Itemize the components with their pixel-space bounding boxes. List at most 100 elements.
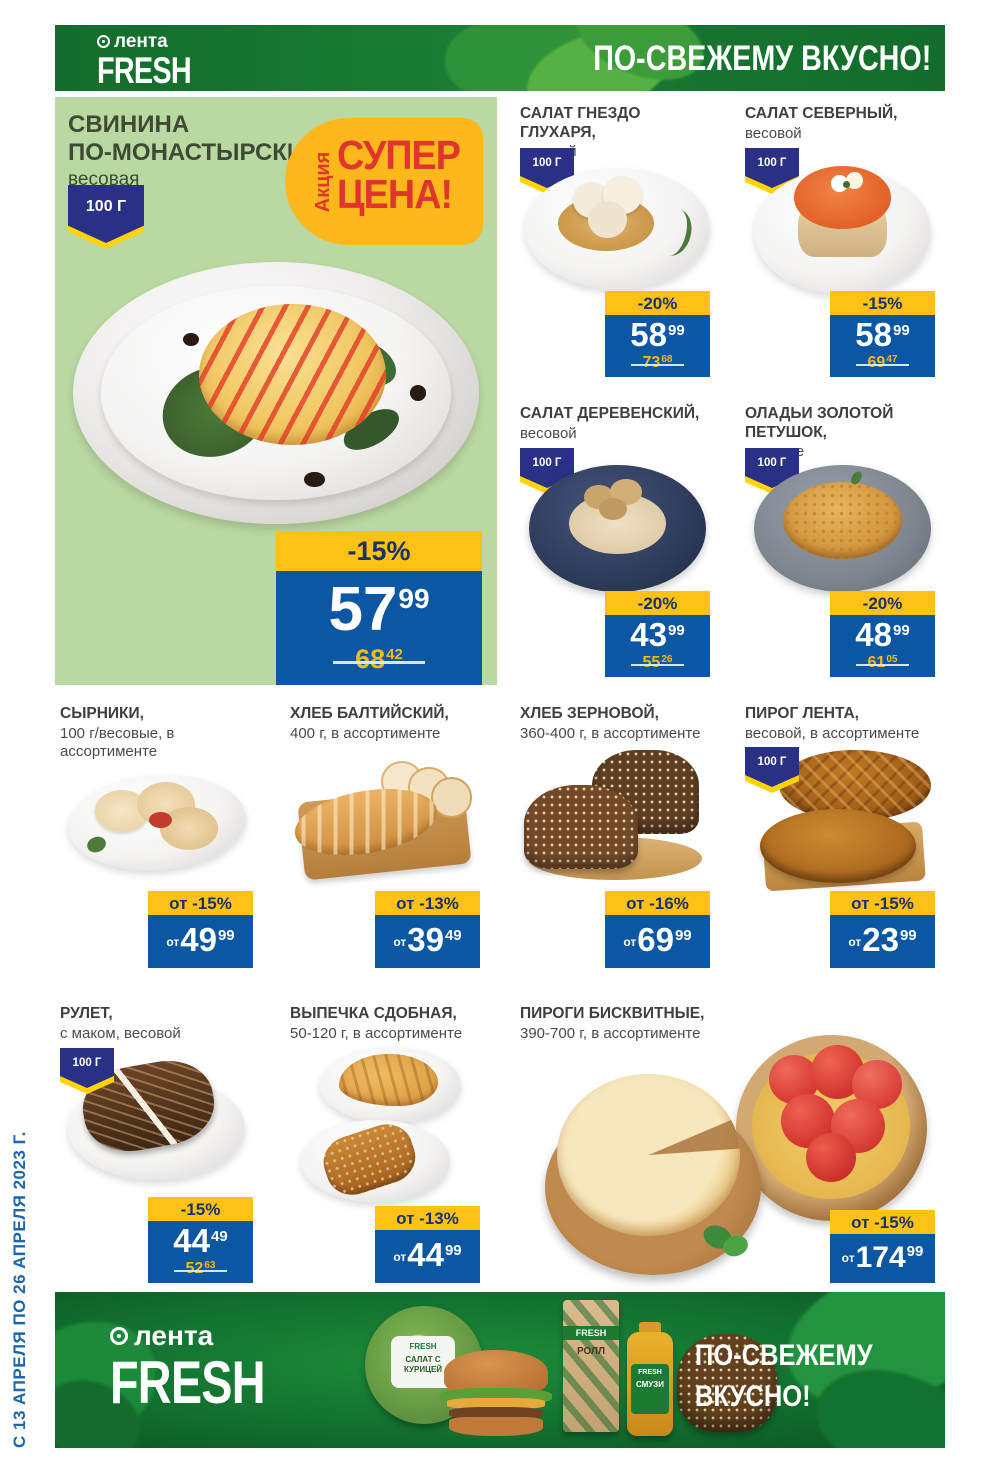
roll-box-stripes [563,1300,619,1432]
pie-front-shape [760,809,916,884]
price-frac: 99 [668,322,685,340]
product-name: РУЛЕТ, [60,1005,113,1022]
product-name: ВЫПЕЧКА СДОБНАЯ, [290,1005,457,1022]
product-name: ОЛАДЬИ ЗОЛОТОЙ ПЕТУШОК, [745,405,894,441]
promo-line1: СУПЕР [337,132,461,178]
price-old: 7368 [630,354,685,372]
product-desc: весовой [745,124,802,142]
price-old: 5526 [630,654,685,672]
discount-badge: -15% [148,1197,253,1222]
price-old-int: 55 [642,654,661,671]
croissant-ridge-shape [339,1053,439,1107]
price-body: 5899 7368 [605,315,710,377]
price-int: 39 [407,921,444,959]
price-current: от4499 [375,1238,480,1273]
product-desc: 400 г, в ассортименте [290,724,441,742]
product-card: ХЛЕБ ЗЕРНОВОЙ, 360-400 г, в ассортименте… [520,705,710,968]
mushroom-shape [599,498,627,521]
bun-top-shape [444,1350,548,1395]
oladyi-texture-shape [783,481,902,560]
product-photo-pies [745,747,935,895]
product-card: САЛАТ ДЕРЕВЕНСКИЙ, весовой 100 Г -20% 43… [520,405,710,677]
discount-badge: от -15% [148,891,253,916]
hero-name-line1: СВИНИНА [68,111,190,138]
price-current: от2399 [830,923,935,958]
footer-lenta-fresh-logo: лента FRESH [110,1322,308,1413]
roll-box-name: РОЛЛ [576,1346,606,1357]
lenta-fresh-logo: лента FRESH [97,32,217,89]
price-body: 4899 6105 [830,615,935,677]
price-body: от6999 [605,915,710,968]
price-block: от -15% от4999 [148,891,253,968]
product-photo-biscuit-pies [520,1035,935,1280]
price-int: 48 [855,616,893,654]
discount-badge: -15% [830,291,935,316]
price-from-label: от [393,935,407,950]
pie-lattice-shape [779,749,932,821]
price-block: от -13% от4499 [375,1206,480,1283]
price-body: 5799 6842 [276,570,482,685]
promo-superprice-label: СУПЕР ЦЕНА! [337,132,461,217]
price-int: 174 [855,1240,906,1274]
bottle-label-brand: FRESH [638,1369,662,1376]
discount-badge: -20% [605,591,710,616]
strawberry-shape [806,1133,857,1182]
hero-price-block: -15% 5799 6842 [276,530,482,685]
product-name: САЛАТ ГНЕЗДО ГЛУХАРЯ, [520,105,641,141]
roll-box-pack: FRESH РОЛЛ [563,1300,619,1432]
price-from-label: от [166,935,180,950]
price-body: 5899 6947 [830,315,935,377]
product-desc: 50-120 г, в ассортименте [290,1024,463,1042]
price-body: 4449 5263 [148,1221,253,1283]
price-current: от17499 [830,1240,935,1274]
weight-badge: 100 Г [60,1048,114,1094]
price-frac: 99 [398,582,430,614]
hero-name-line2: ПО-МОНАСТЫРСКИ, [68,138,311,166]
product-photo-salad-nest [525,157,710,295]
promo-line2: ЦЕНА! [337,170,453,217]
footer-logo-lenta-row: лента [110,1322,308,1350]
product-desc: весовой, в ассортименте [745,724,920,742]
discount-badge: от -13% [375,891,480,916]
burger-image [440,1350,552,1436]
product-photo-oladyi [750,457,935,595]
price-block: -20% 5899 7368 [605,291,710,377]
price-old-int: 69 [867,354,886,371]
price-frac: 99 [674,927,692,945]
discount-badge: от -15% [830,891,935,916]
cheesecake-shape [557,1074,740,1236]
sauce-dot-shape [304,471,325,488]
sauce-dot-shape [409,385,427,401]
patty-shape [448,1406,544,1419]
salad-label-name: САЛАТ С КУРИЦЕЙ [403,1355,443,1374]
price-frac: 99 [668,622,685,640]
price-int: 49 [180,921,217,959]
hero-product-name: СВИНИНА ПО-МОНАСТЫРСКИ, [68,111,311,166]
logo-lenta-row: лента [97,32,217,51]
product-name: ХЛЕБ ЗЕРНОВОЙ, [520,705,659,722]
super-price-promo-badge: Акция СУПЕР ЦЕНА! [285,118,483,245]
price-from-label: от [623,935,637,950]
price-current: 4899 [830,618,935,653]
date-range-sidebar: С 13 АПРЕЛЯ ПО 26 АПРЕЛЯ 2023 Г. [10,1131,29,1448]
product-card: СЫРНИКИ, 100 г/весовые, в ассортименте о… [60,705,253,968]
product-card: ХЛЕБ БАЛТИЙСКИЙ, 400 г, в ассортименте о… [289,705,480,968]
salad-label-brand: FRESH [409,1342,437,1351]
price-old-int: 61 [867,654,886,671]
product-card: РУЛЕТ, с маком, весовой 100 Г -15% 4449 … [60,1005,253,1283]
product-name: ПИРОГ ЛЕНТА, [745,705,859,722]
price-body: от2399 [830,915,935,968]
footer-logo-fresh-text: FRESH [110,1349,266,1416]
header-tagline: ПО-СВЕЖЕМУ ВКУСНО! [592,39,931,78]
discount-badge: от -13% [375,1206,480,1231]
promo-akciya-label: Акция [311,151,334,212]
price-frac: 49 [444,927,462,945]
price-block: от -13% от3949 [375,891,480,968]
price-current: 5899 [605,318,710,353]
price-frac: 99 [893,622,910,640]
footer-tagline: ПО-СВЕЖЕМУ ВКУСНО! [695,1336,873,1417]
price-int: 57 [328,574,398,644]
product-card: ПИРОГ ЛЕНТА, весовой, в ассортименте 100… [745,705,935,968]
product-name: ХЛЕБ БАЛТИЙСКИЙ, [290,705,449,722]
bottle-label: FRESH СМУЗИ [631,1364,669,1414]
